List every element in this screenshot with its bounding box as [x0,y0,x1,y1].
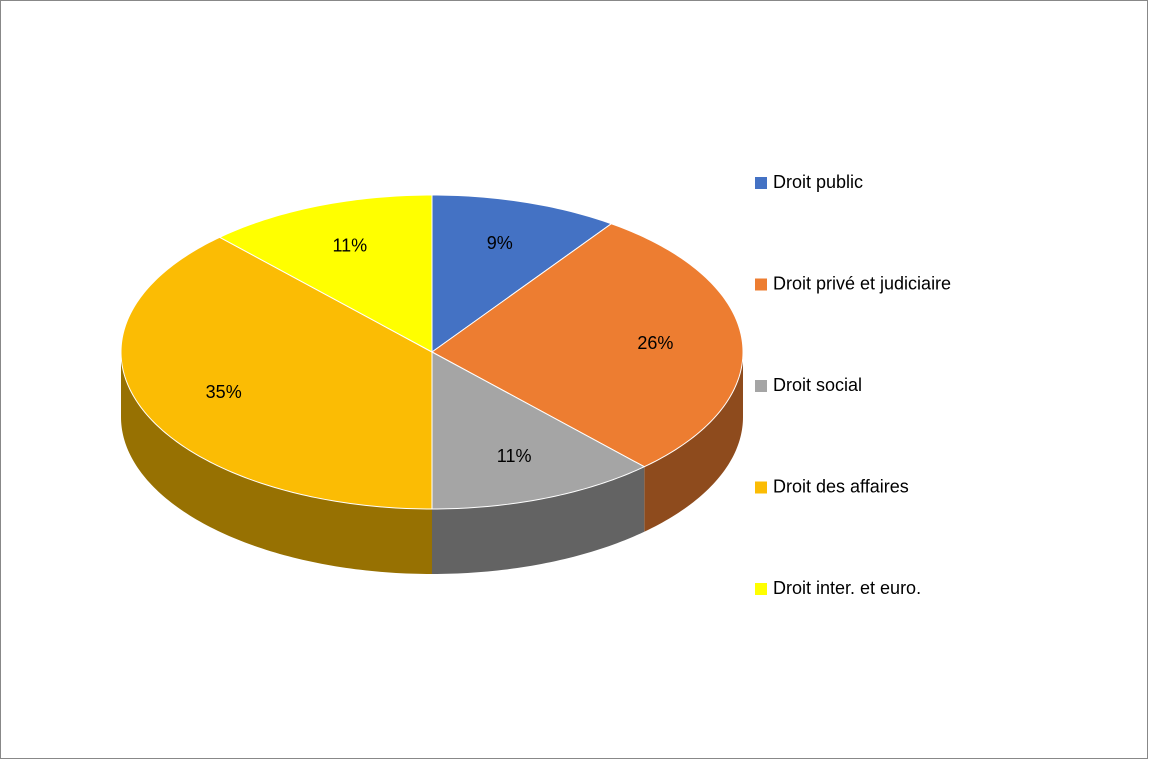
data-label: 26% [637,333,673,353]
legend-label: Droit public [773,172,863,192]
pie-slice [218,194,433,353]
data-label: 9% [487,233,513,253]
pie-slice [120,236,433,510]
legend-label: Droit inter. et euro. [773,578,921,598]
legend-label: Droit social [773,375,862,395]
pie-slice [431,194,613,353]
pie-slice [431,351,646,510]
legend-swatch [755,278,767,291]
legend-swatch [755,583,767,595]
data-label: 35% [206,382,242,402]
pie-slice-side [121,352,432,574]
data-label: 11% [497,446,532,466]
legend-label: Droit des affaires [773,476,909,496]
legend-swatch [755,481,767,494]
pie-slice-side [644,352,743,532]
legend-swatch [755,380,767,392]
pie-slice-side [432,466,645,574]
data-label: 11% [333,236,368,256]
pie-slice [431,223,744,468]
legend-swatch [755,177,767,189]
legend-label: Droit privé et judiciaire [773,273,951,293]
